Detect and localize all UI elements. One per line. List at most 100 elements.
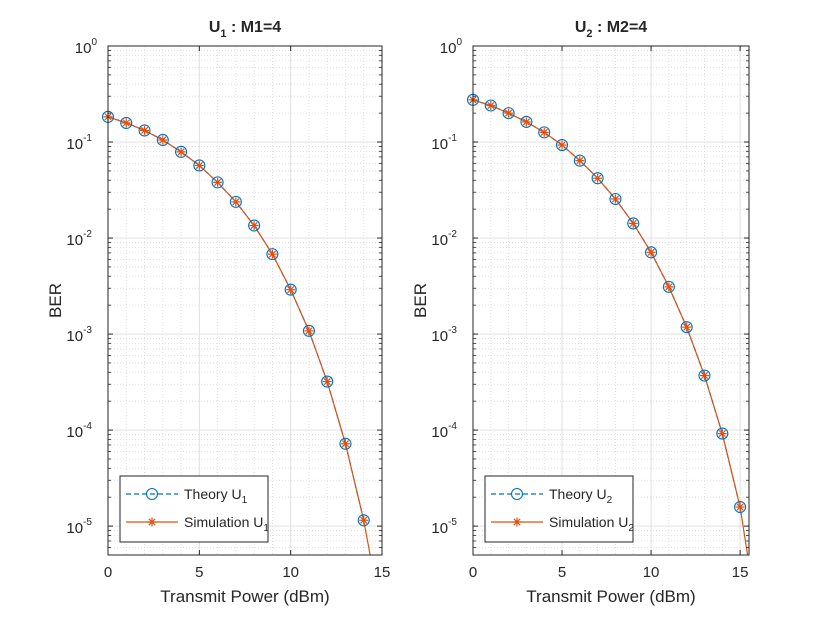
- y-tick-label: 10-4: [431, 421, 457, 441]
- y-tick-label: 10-3: [66, 325, 92, 345]
- simulation-line: [108, 116, 371, 555]
- y-tick-label: 10-5: [431, 517, 457, 537]
- legend-simulation-label: Simulation U2: [549, 514, 634, 534]
- y-axis-label: BER: [46, 283, 65, 318]
- simulation-point: [231, 197, 241, 207]
- simulation-point: [575, 156, 585, 166]
- legend-simulation-marker: [147, 517, 157, 527]
- y-tick-label: 10-5: [66, 517, 92, 537]
- plot-area: [108, 46, 382, 555]
- theory-point: [734, 500, 747, 514]
- x-axis-label: Transmit Power (dBm): [160, 587, 329, 606]
- theory-point: [156, 133, 169, 147]
- y-tick-label: 100: [75, 37, 98, 57]
- simulation-point: [267, 249, 277, 259]
- simulation-point: [158, 135, 168, 145]
- theory-point: [609, 192, 622, 206]
- theory-point: [193, 159, 206, 172]
- theory-point: [248, 219, 261, 232]
- simulation-point: [664, 282, 674, 292]
- theory-point: [716, 427, 729, 440]
- simulation-point: [359, 515, 369, 525]
- simulation-point: [699, 371, 709, 381]
- simulation-point: [304, 326, 314, 336]
- simulation-point: [249, 221, 259, 231]
- x-tick-label: 10: [643, 564, 660, 581]
- theory-point: [339, 437, 352, 450]
- simulation-point: [735, 502, 745, 512]
- legend-simulation-label: Simulation U1: [184, 514, 269, 534]
- theory-point: [698, 369, 711, 382]
- simulation-point: [610, 194, 620, 204]
- theory-point: [555, 138, 569, 152]
- chart-title: U2 : M2=4: [575, 19, 647, 40]
- simulation-point: [322, 377, 332, 387]
- simulation-point: [486, 101, 496, 111]
- y-tick-label: 10-2: [431, 229, 457, 249]
- theory-point: [284, 283, 297, 296]
- chart-panel-1: 100 10-1 10-2 10-3 10-4 10-5 0 5 10 15 Transmit Po…: [46, 19, 390, 606]
- theory-point: [266, 248, 279, 261]
- theory-point: [645, 246, 658, 259]
- theory-point: [520, 115, 533, 128]
- simulation-point: [140, 125, 150, 135]
- theory-point: [321, 375, 334, 388]
- legend-box: [119, 475, 269, 543]
- theory-point: [680, 321, 693, 334]
- y-tick-label: 10-3: [431, 325, 457, 345]
- theory-point: [591, 172, 604, 185]
- theory-point: [662, 280, 675, 293]
- simulation-point: [213, 177, 223, 187]
- theory-point: [502, 107, 515, 120]
- simulation-point: [593, 173, 603, 183]
- y-tick-label: 10-1: [66, 133, 92, 153]
- theory-point: [484, 99, 497, 112]
- chart-title: U1 : M1=4: [209, 19, 281, 40]
- theory-point: [538, 126, 551, 139]
- y-tick-label: 10-2: [66, 229, 92, 249]
- simulation-point: [121, 118, 131, 128]
- theory-point: [211, 176, 224, 189]
- theory-point: [357, 514, 370, 527]
- x-tick-label: 10: [282, 564, 299, 581]
- simulation-point: [646, 247, 656, 257]
- legend: Theory U1 Simulation U1: [119, 475, 269, 543]
- theory-point: [120, 116, 133, 129]
- x-tick-label: 5: [195, 564, 203, 581]
- simulation-point: [176, 147, 186, 157]
- legend-box: [484, 475, 634, 543]
- x-tick-label: 15: [732, 564, 749, 581]
- legend-theory-label: Theory U2: [549, 486, 613, 506]
- theory-point: [229, 195, 242, 208]
- simulation-point: [539, 127, 549, 137]
- chart-panel-2: 100 10-1 10-2 10-3 10-4 10-5 0 5 10 15 Transmit Po…: [411, 19, 750, 606]
- simulation-point: [717, 429, 727, 439]
- legend: Theory U2 Simulation U2: [484, 475, 634, 543]
- x-tick-label: 15: [374, 564, 391, 581]
- simulation-point: [521, 117, 531, 127]
- simulation-point: [340, 439, 350, 449]
- y-tick-label: 10-4: [66, 421, 92, 441]
- legend-theory-marker: [145, 487, 159, 501]
- simulation-point: [628, 218, 638, 228]
- x-tick-label: 0: [104, 564, 112, 581]
- x-axis-label: Transmit Power (dBm): [526, 587, 695, 606]
- simulation-point: [557, 140, 567, 150]
- x-tick-label: 5: [558, 564, 566, 581]
- legend-simulation-marker: [512, 517, 522, 527]
- legend-theory-label: Theory U1: [184, 486, 248, 506]
- y-axis-label: BER: [411, 283, 430, 318]
- plot-area: [473, 46, 749, 555]
- y-tick-label: 10-1: [431, 133, 457, 153]
- simulation-point: [504, 108, 514, 118]
- x-tick-label: 0: [469, 564, 477, 581]
- simulation-point: [194, 160, 204, 170]
- theory-point: [573, 154, 586, 167]
- theory-point: [627, 217, 640, 230]
- theory-point: [138, 124, 151, 137]
- theory-point: [302, 324, 315, 337]
- simulation-point: [286, 285, 296, 295]
- legend-theory-marker: [510, 487, 524, 501]
- y-tick-label: 100: [440, 37, 463, 57]
